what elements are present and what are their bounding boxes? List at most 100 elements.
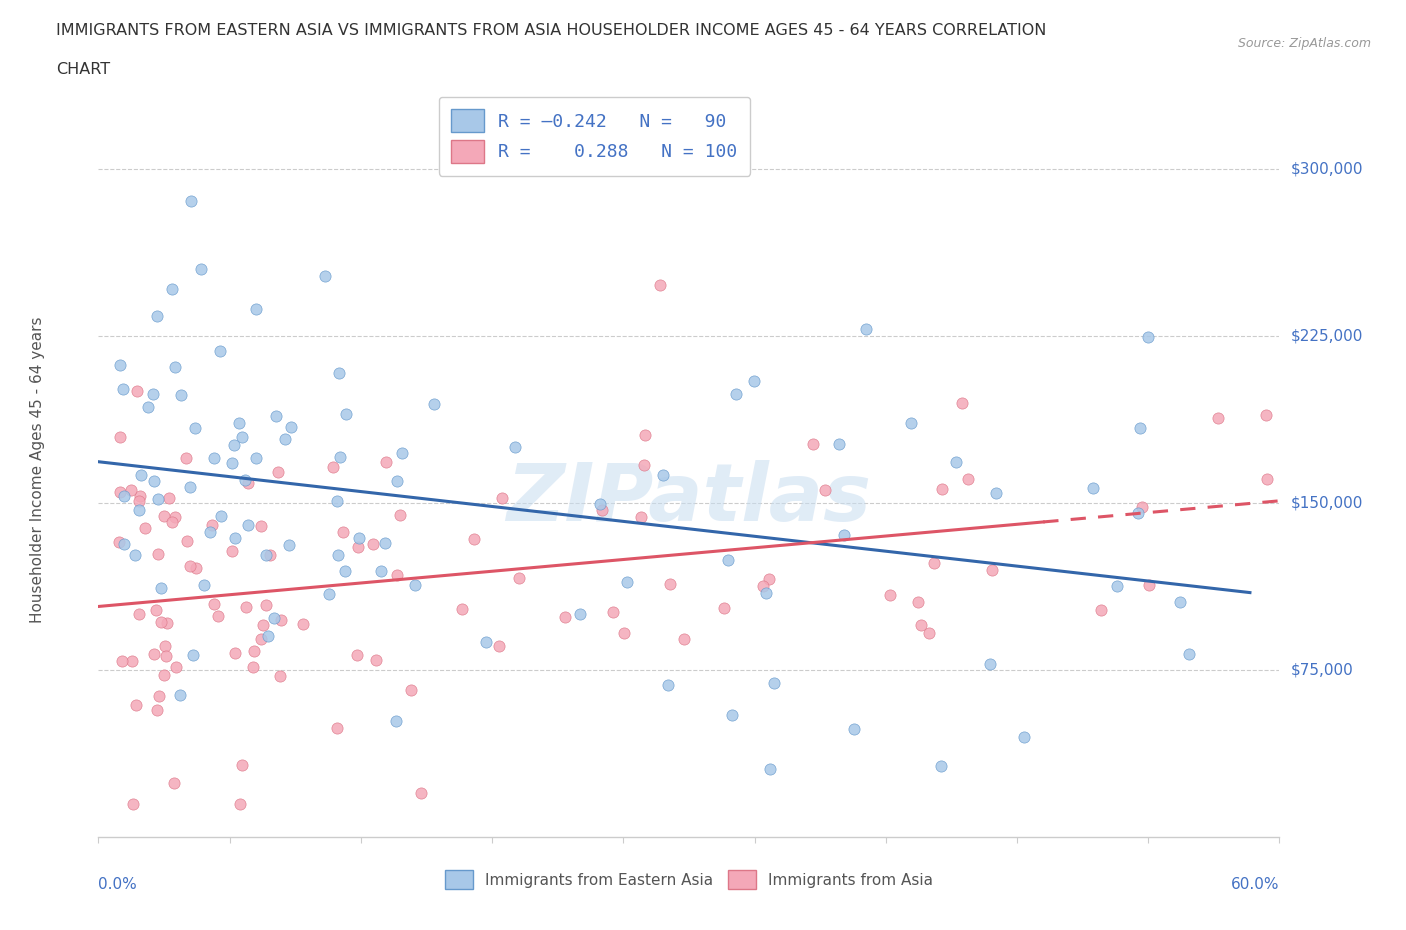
Point [591,503,613,518]
Point [801,437,824,452]
Point [148,689,170,704]
Text: ZIPatlas: ZIPatlas [506,460,872,538]
Point [221,455,243,470]
Point [318,587,340,602]
Point [346,539,368,554]
Point [179,480,201,495]
Point [184,561,207,576]
Point [110,654,132,669]
Point [929,758,952,773]
Point [1090,603,1112,618]
Point [828,436,851,451]
Point [717,552,740,567]
Point [1136,329,1159,344]
Point [404,578,426,592]
Point [193,578,215,592]
Point [149,615,172,630]
Point [333,564,356,578]
Point [165,659,187,674]
Point [238,475,260,490]
Point [202,596,225,611]
Point [423,397,446,412]
Point [385,568,408,583]
Point [945,455,967,470]
Point [108,358,131,373]
Point [142,474,165,489]
Point [180,193,202,208]
Point [374,536,396,551]
Point [280,419,302,434]
Point [236,518,259,533]
Point [160,282,183,297]
Point [146,492,169,507]
Point [170,388,193,403]
Point [207,609,229,624]
Point [254,547,277,562]
Text: $150,000: $150,000 [1291,496,1362,511]
Point [329,449,352,464]
Point [568,606,591,621]
Point [112,537,135,551]
Point [721,708,744,723]
Point [657,677,679,692]
Point [751,579,773,594]
Point [112,488,135,503]
Point [165,360,187,375]
Point [742,374,765,389]
Point [651,468,673,483]
Point [922,555,945,570]
Point [475,634,498,649]
Point [165,510,187,525]
Point [257,629,280,644]
Point [658,577,681,591]
Point [758,571,780,586]
Point [245,451,267,466]
Point [1178,646,1201,661]
Point [228,796,250,811]
Point [143,646,166,661]
Point [1128,506,1150,521]
Point [755,586,778,601]
Point [245,301,267,316]
Point [145,603,167,618]
Point [463,531,485,546]
Point [224,645,246,660]
Point [950,395,973,410]
Point [918,625,941,640]
Point [1130,499,1153,514]
Point [389,508,412,523]
Point [979,657,1001,671]
Point [176,533,198,548]
Point [1168,594,1191,609]
Point [411,786,433,801]
Point [267,465,290,480]
Point [314,269,336,284]
Point [335,406,357,421]
Point [832,528,855,543]
Point [120,483,142,498]
Point [984,485,1007,500]
Point [508,571,530,586]
Point [346,647,368,662]
Point [292,617,315,631]
Point [616,575,638,590]
Point [125,698,148,712]
Point [134,521,156,536]
Point [148,547,170,562]
Text: Source: ZipAtlas.com: Source: ZipAtlas.com [1237,37,1371,50]
Point [146,702,169,717]
Point [326,493,349,508]
Point [249,519,271,534]
Point [184,420,207,435]
Point [1206,410,1229,425]
Point [231,430,253,445]
Point [122,796,145,811]
Point [630,510,652,525]
Point [633,458,655,472]
Point [672,631,695,646]
Text: $225,000: $225,000 [1291,328,1362,343]
Point [169,687,191,702]
Point [491,490,513,505]
Point [759,762,782,777]
Point [221,544,243,559]
